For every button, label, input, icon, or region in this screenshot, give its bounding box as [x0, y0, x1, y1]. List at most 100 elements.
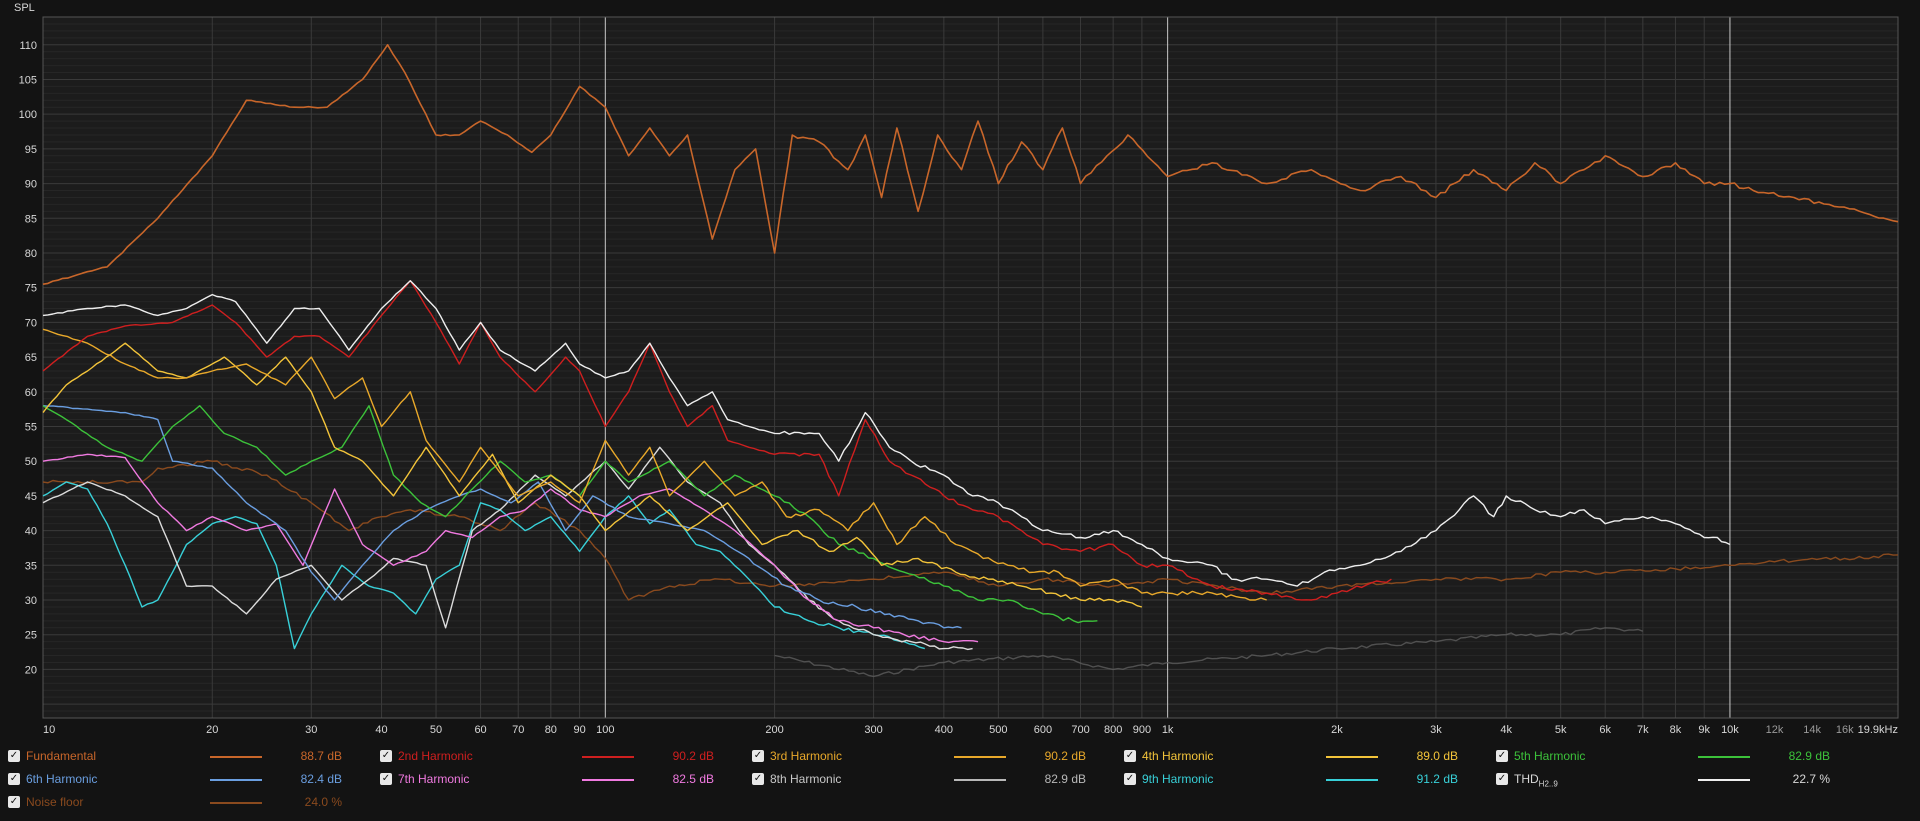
legend-value: 82.5 dB	[672, 772, 714, 786]
x-tick-label: 90	[573, 724, 585, 736]
x-tick-label: 1k	[1162, 724, 1174, 736]
plot-frame	[42, 16, 1899, 719]
x-tick-label: 400	[935, 724, 953, 736]
legend-value: 90.2 dB	[1044, 749, 1086, 763]
series-line-fundamental	[42, 44, 1899, 285]
y-tick-label: 110	[19, 40, 37, 52]
legend-checkbox[interactable]: ✓	[8, 773, 20, 785]
legend-value: 24.0 %	[304, 795, 342, 809]
x-tick-label: 60	[474, 724, 486, 736]
legend-checkbox[interactable]: ✓	[1124, 773, 1136, 785]
legend-swatch	[954, 756, 1006, 758]
legend-item[interactable]: ✓ 3rd Harmonic 90.2 dB	[744, 748, 1116, 766]
legend-label: 9th Harmonic	[1142, 772, 1214, 786]
legend-item[interactable]: ✓ THDH2..9 22.7 %	[1488, 771, 1860, 789]
legend: ✓ Fundamental 88.7 dB ✓ 2nd Harmonic 90.2 dB ✓…	[0, 744, 1920, 821]
legend-swatch	[1326, 779, 1378, 781]
series-line-2nd-harmonic	[42, 280, 1392, 601]
y-tick-label: 45	[25, 491, 37, 503]
legend-item[interactable]: ✓ 4th Harmonic 89.0 dB	[1116, 748, 1488, 766]
legend-item[interactable]: ✓ 8th Harmonic 82.9 dB	[744, 771, 1116, 789]
spl-chart[interactable]: 20 25 30 35 40 45 50 55 60 65 70 75 80 85 90 95 100 105 11…	[0, 0, 1920, 740]
legend-label: 2nd Harmonic	[398, 749, 473, 763]
x-tick-label: 12k	[1766, 724, 1784, 736]
x-tick-label: 4k	[1500, 724, 1512, 736]
y-tick-label: 55	[25, 421, 37, 433]
legend-value: 89.0 dB	[1416, 749, 1458, 763]
legend-swatch	[210, 756, 262, 758]
legend-label: 3rd Harmonic	[770, 749, 843, 763]
y-tick-label: 80	[25, 248, 37, 260]
legend-swatch	[1698, 756, 1750, 758]
legend-item[interactable]: ✓ 9th Harmonic 91.2 dB	[1116, 771, 1488, 789]
legend-item[interactable]: ✓ 2nd Harmonic 90.2 dB	[372, 748, 744, 766]
legend-label: THDH2..9	[1514, 772, 1558, 789]
legend-label: 4th Harmonic	[1142, 749, 1214, 763]
legend-label: 8th Harmonic	[770, 772, 842, 786]
legend-label-subscript: H2..9	[1538, 779, 1558, 789]
x-tick-label: 200	[765, 724, 783, 736]
series-layer	[42, 44, 1899, 678]
x-tick-label: 900	[1133, 724, 1151, 736]
series-line-7th-harmonic	[42, 453, 979, 644]
legend-label: 7th Harmonic	[398, 772, 470, 786]
legend-value: 82.9 dB	[1788, 749, 1830, 763]
plot-area	[43, 17, 1898, 718]
x-tick-label: 700	[1071, 724, 1089, 736]
x-tick-label: 300	[864, 724, 882, 736]
x-tick-label: 20	[206, 724, 218, 736]
y-tick-label: 65	[25, 352, 37, 364]
legend-checkbox[interactable]: ✓	[380, 773, 392, 785]
legend-item[interactable]: ✓ Fundamental 88.7 dB	[0, 748, 372, 766]
series-line-8th-harmonic	[42, 446, 973, 651]
y-tick-label: 60	[25, 387, 37, 399]
legend-checkbox[interactable]: ✓	[8, 750, 20, 762]
legend-checkbox[interactable]: ✓	[752, 773, 764, 785]
y-tick-label: 25	[25, 630, 37, 642]
legend-value: 22.7 %	[1792, 772, 1830, 786]
legend-swatch	[954, 779, 1006, 781]
legend-value: 91.2 dB	[1416, 772, 1458, 786]
legend-label: 6th Harmonic	[26, 772, 98, 786]
x-tick-label: 800	[1104, 724, 1122, 736]
x-tick-label: 50	[430, 724, 442, 736]
series-line-4th-harmonic	[42, 342, 1143, 608]
y-tick-label: 75	[25, 283, 37, 295]
x-tick-label: 10	[43, 724, 55, 736]
legend-checkbox[interactable]: ✓	[752, 750, 764, 762]
y-tick-label: 30	[25, 595, 37, 607]
x-tick-label: 9k	[1698, 724, 1710, 736]
legend-checkbox[interactable]: ✓	[380, 750, 392, 762]
y-tick-label: 90	[25, 179, 37, 191]
series-line-9th-harmonic	[42, 481, 925, 650]
y-tick-label: 20	[25, 664, 37, 676]
x-tick-label: 14k	[1803, 724, 1821, 736]
legend-item[interactable]: ✓ 6th Harmonic 82.4 dB	[0, 771, 372, 789]
x-tick-label: 3k	[1430, 724, 1442, 736]
legend-checkbox[interactable]: ✓	[1496, 750, 1508, 762]
x-tick-label: 600	[1034, 724, 1052, 736]
y-tick-label: 35	[25, 560, 37, 572]
legend-checkbox[interactable]: ✓	[1124, 750, 1136, 762]
x-tick-label: 70	[512, 724, 524, 736]
series-line-6th-harmonic	[42, 405, 962, 629]
x-tick-label: 5k	[1555, 724, 1567, 736]
x-tick-label: 500	[989, 724, 1007, 736]
y-tick-label: 95	[25, 144, 37, 156]
legend-value: 88.7 dB	[300, 749, 342, 763]
x-tick-label: 100	[596, 724, 614, 736]
legend-swatch	[210, 779, 262, 781]
legend-value: 90.2 dB	[672, 749, 714, 763]
legend-swatch	[582, 779, 634, 781]
legend-item[interactable]: ✓ 7th Harmonic 82.5 dB	[372, 771, 744, 789]
legend-swatch	[1698, 779, 1750, 781]
legend-item[interactable]: ✓ Noise floor 24.0 %	[0, 794, 372, 812]
legend-swatch	[582, 756, 634, 758]
legend-item[interactable]: ✓ 5th Harmonic 82.9 dB	[1488, 748, 1860, 766]
legend-value: 82.4 dB	[300, 772, 342, 786]
x-tick-label: 10k	[1721, 724, 1739, 736]
legend-value: 82.9 dB	[1044, 772, 1086, 786]
legend-checkbox[interactable]: ✓	[1496, 773, 1508, 785]
legend-swatch	[210, 802, 262, 804]
legend-checkbox[interactable]: ✓	[8, 796, 20, 808]
